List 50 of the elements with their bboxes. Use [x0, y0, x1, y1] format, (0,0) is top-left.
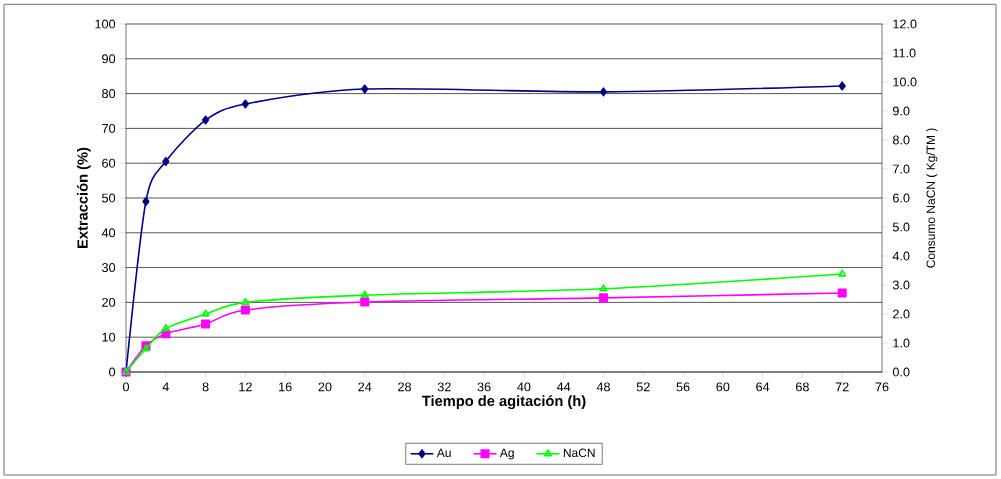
legend-label: NaCN: [563, 448, 595, 458]
x-tick-label: 8: [202, 382, 209, 392]
x-tick-label: 72: [835, 382, 849, 392]
x-axis-title: Tiempo de agitación (h): [422, 395, 586, 410]
y2-tick-label: 6.0: [893, 193, 910, 203]
x-tick-label: 60: [716, 382, 730, 392]
y-tick-label: 40: [101, 228, 116, 238]
y-tick-label: 100: [95, 19, 116, 29]
y-axis-title: Extracción (%): [76, 147, 91, 248]
x-tick-label: 24: [358, 382, 372, 392]
y2-tick-label: 5.0: [892, 222, 910, 232]
x-tick-label: 0: [122, 382, 130, 392]
y-tick-label: 10: [102, 332, 116, 342]
y-tick-label: 70: [102, 123, 116, 133]
y2-tick-label: 2.0: [893, 309, 910, 319]
y2-tick-label: 0.0: [892, 367, 910, 377]
y-tick-label: 60: [102, 158, 116, 168]
x-tick-label: 76: [875, 382, 889, 392]
x-tick-label: 52: [636, 382, 650, 392]
x-tick-label: 36: [477, 382, 491, 392]
x-tick-label: 56: [676, 382, 690, 392]
x-tick-label: 40: [517, 382, 531, 392]
y-tick-label: 80: [102, 89, 116, 99]
y2-tick-label: 12.0: [893, 19, 917, 29]
x-tick-label: 32: [437, 382, 451, 392]
y-tick-label: 30: [102, 263, 116, 273]
y2-tick-label: 1.0: [893, 338, 910, 348]
y-tick-label: 0: [109, 367, 116, 377]
y2-tick-label: 3.0: [892, 280, 910, 290]
y2-tick-label: 11.0: [893, 48, 916, 58]
y2-axis-title: Consumo NaCN ( Kg/TM ): [926, 128, 938, 268]
x-tick-label: 28: [398, 382, 412, 392]
y2-tick-label: 8.0: [892, 135, 910, 145]
y2-tick-label: 9.0: [892, 106, 910, 116]
y2-tick-label: 10.0: [893, 77, 917, 87]
x-tick-label: 68: [796, 382, 809, 392]
legend-label: Ag: [499, 448, 514, 460]
y-tick-label: 20: [102, 297, 116, 307]
x-tick-label: 4: [162, 382, 169, 392]
y2-tick-label: 4.0: [892, 251, 910, 261]
y-tick-label: 50: [102, 193, 116, 203]
x-tick-label: 44: [556, 382, 571, 392]
legend-label: Au: [436, 448, 451, 458]
x-tick-label: 48: [596, 382, 610, 392]
x-tick-label: 12: [239, 382, 252, 392]
x-tick-label: 16: [279, 382, 292, 392]
x-tick-label: 20: [318, 382, 332, 392]
y2-tick-label: 7.0: [893, 164, 910, 174]
x-tick-label: 64: [756, 382, 770, 392]
y-tick-label: 90: [102, 54, 116, 64]
